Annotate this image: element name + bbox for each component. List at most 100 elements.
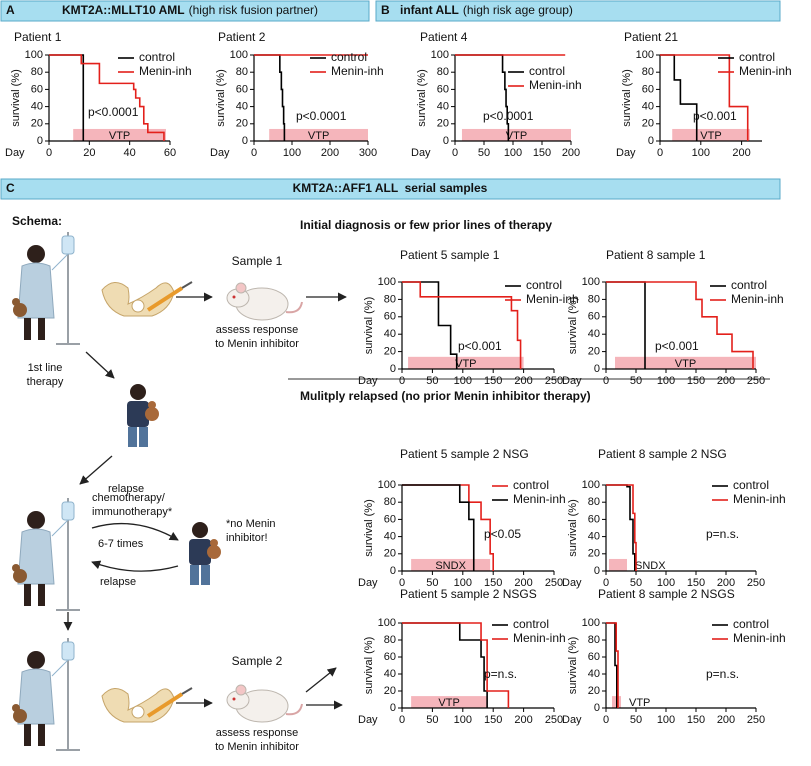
y-tick-label: 20 — [31, 118, 43, 130]
schema-note: to Menin inhibitor — [215, 338, 299, 350]
chart-title: Patient 21 — [624, 30, 678, 44]
arrow — [91, 522, 179, 541]
x-tick-label: 100 — [283, 147, 301, 159]
y-tick-label: 40 — [384, 328, 396, 340]
y-tick-label: 80 — [588, 634, 600, 646]
survival-curve — [606, 484, 637, 571]
treatment-window — [411, 696, 488, 708]
legend-label: control — [739, 50, 775, 64]
treatment-window — [461, 128, 571, 141]
legend-label: Menin-inh — [513, 492, 566, 506]
p-value: p<0.0001 — [483, 109, 534, 123]
sample-label: Sample 2 — [232, 654, 283, 668]
y-tick-label: 80 — [588, 496, 600, 508]
child-icon — [189, 522, 221, 585]
y-tick-label: 100 — [378, 276, 396, 288]
survival-curve — [606, 622, 618, 708]
x-tick-label: 0 — [603, 375, 609, 387]
x-tick-label: 150 — [687, 577, 705, 589]
treatment-label: VTP — [629, 697, 650, 709]
y-tick-label: 20 — [236, 118, 248, 130]
survival-curve — [660, 54, 698, 141]
p-value: p=n.s. — [706, 667, 739, 681]
panel-title-rest: (high risk fusion partner) — [189, 3, 318, 17]
x-tick-label: 200 — [717, 375, 735, 387]
y-tick-label: 60 — [588, 513, 600, 525]
survival-curve — [402, 281, 522, 369]
legend-label: control — [139, 50, 175, 64]
panel-title: KMT2A::MLLT10 AML (high risk fusion partn… — [62, 3, 318, 17]
p-value: p<0.001 — [693, 109, 737, 123]
x-tick-label: 150 — [533, 147, 551, 159]
y-tick-label: 100 — [25, 49, 43, 61]
arrow — [305, 667, 337, 693]
x-tick-label: 100 — [657, 375, 675, 387]
mouse-icon — [226, 282, 303, 321]
x-tick-label: 50 — [426, 577, 438, 589]
panel-title: infant ALL (high risk age group) — [400, 3, 573, 17]
y-tick-label: 20 — [384, 346, 396, 358]
legend-label: Menin-inh — [733, 492, 786, 506]
x-tick-label: 0 — [452, 147, 458, 159]
x-tick-label: 150 — [484, 375, 502, 387]
bone-marrow-icon — [100, 280, 194, 318]
x-tick-label: 200 — [514, 375, 532, 387]
y-tick-label: 80 — [588, 293, 600, 305]
y-tick-label: 0 — [390, 702, 396, 714]
y-tick-label: 0 — [594, 565, 600, 577]
legend-label: Menin-inh — [733, 631, 786, 645]
legend-label: Menin-inh — [731, 292, 784, 306]
treatment-label: VTP — [455, 358, 476, 370]
y-tick-label: 0 — [242, 135, 248, 147]
y-tick-label: 40 — [437, 101, 449, 113]
x-axis-label: Day — [616, 147, 636, 159]
x-axis-label: Day — [5, 147, 25, 159]
survival-curve — [402, 622, 488, 708]
y-tick-label: 100 — [230, 49, 248, 61]
y-tick-label: 60 — [384, 311, 396, 323]
x-tick-label: 100 — [657, 714, 675, 726]
patient-icon — [11, 231, 81, 345]
mouse-icon — [226, 684, 303, 723]
p-value: p<0.001 — [458, 339, 502, 353]
survival-curve — [455, 54, 510, 141]
legend-label: control — [529, 64, 565, 78]
y-tick-label: 100 — [582, 276, 600, 288]
panel-title: KMT2A::AFF1 ALL serial samples — [293, 181, 488, 195]
schema-note: chemotherapy/ — [92, 492, 166, 504]
treatment-window — [411, 558, 491, 571]
section-heading: Mulitply relapsed (no prior Menin inhibi… — [300, 389, 591, 403]
x-tick-label: 100 — [454, 714, 472, 726]
legend-label: control — [513, 478, 549, 492]
section-heading: Initial diagnosis or few prior lines of … — [300, 218, 552, 232]
y-tick-label: 60 — [437, 83, 449, 95]
p-value: p<0.001 — [655, 339, 699, 353]
schema-note: relapse — [108, 483, 144, 495]
child-icon — [127, 384, 159, 447]
x-tick-label: 150 — [484, 714, 502, 726]
y-tick-label: 80 — [437, 66, 449, 78]
bone-marrow-icon — [100, 686, 194, 724]
treatment-window — [408, 356, 524, 369]
x-tick-label: 0 — [603, 577, 609, 589]
x-tick-label: 50 — [630, 577, 642, 589]
x-axis-label: Day — [358, 375, 378, 387]
y-tick-label: 100 — [582, 617, 600, 629]
x-tick-label: 250 — [747, 577, 765, 589]
legend-label: Menin-inh — [513, 631, 566, 645]
survival-curve — [606, 281, 646, 369]
x-axis-label: Day — [358, 577, 378, 589]
x-tick-label: 100 — [454, 375, 472, 387]
chart-title: Patient 1 — [14, 30, 62, 44]
y-tick-label: 0 — [37, 135, 43, 147]
y-tick-label: 0 — [443, 135, 449, 147]
survival-curve — [402, 281, 458, 369]
x-axis-label: Day — [411, 147, 431, 159]
legend-label: Menin-inh — [526, 292, 579, 306]
schema-note: inhibitor! — [226, 532, 268, 544]
y-tick-label: 40 — [588, 668, 600, 680]
x-tick-label: 50 — [478, 147, 490, 159]
x-tick-label: 300 — [359, 147, 377, 159]
x-tick-label: 200 — [717, 714, 735, 726]
